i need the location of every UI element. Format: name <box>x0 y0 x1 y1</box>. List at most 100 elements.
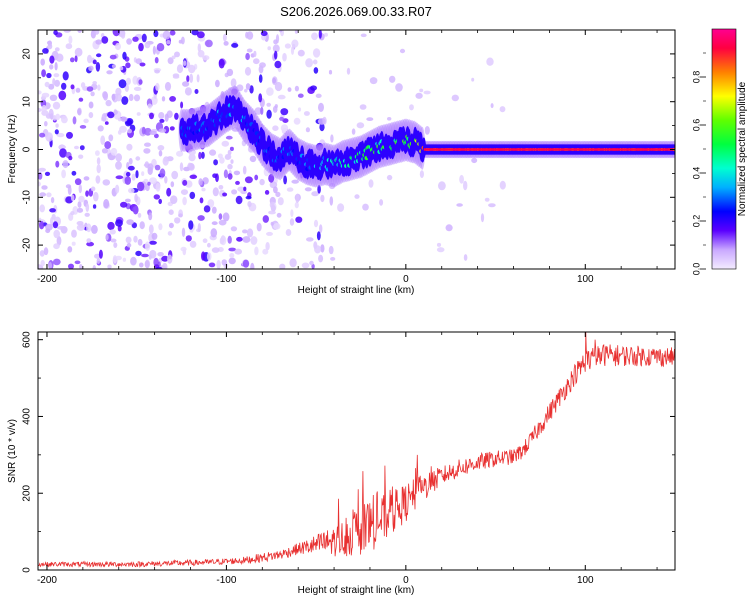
spectrogram-noise-cell <box>105 234 109 241</box>
spectrogram-noise-cell <box>79 264 83 269</box>
spectrogram-noise-cell <box>272 44 280 53</box>
spectrogram-noise-cell <box>145 241 151 251</box>
spectrogram-noise-cell <box>237 186 245 192</box>
spectrogram-noise-cell <box>328 69 333 75</box>
spectrogram-noise-cell <box>218 185 224 190</box>
spectrogram-noise-cell <box>203 205 211 213</box>
spectrogram-noise-cell <box>46 192 52 198</box>
spectrogram-noise-cell <box>274 60 282 69</box>
spectrogram-noise-cell <box>419 88 424 93</box>
spectrogram-noise-cell <box>107 221 115 231</box>
spectrogram-noise-cell <box>53 73 60 78</box>
spectrogram-noise-cell <box>84 212 90 217</box>
spectrogram-noise-cell <box>154 133 159 139</box>
spectrogram-noise-cell <box>234 248 242 255</box>
spectrogram-noise-cell <box>39 204 45 213</box>
spectrogram-noise-cell <box>184 87 192 96</box>
spectrogram-noise-cell <box>70 194 75 201</box>
spectrogram-noise-cell <box>79 145 85 151</box>
spectrogram-noise-cell <box>224 153 232 160</box>
spectrogram-noise-cell <box>273 223 281 230</box>
colorbar-ticks: 0.0 0.2 0.4 0.6 0.8 <box>691 52 706 275</box>
y-tick-label: -10 <box>22 190 33 205</box>
spectrogram-noise-cell <box>159 118 165 123</box>
spectrogram-noise-cell <box>65 184 72 189</box>
spectrogram-noise-cell <box>262 248 269 255</box>
spectrogram-noise-cell <box>111 64 116 69</box>
spectrogram-noise-cell <box>359 104 367 110</box>
spectrogram-noise-cell <box>126 38 132 45</box>
x-tick-label: -200 <box>37 274 57 285</box>
spectrogram-noise-cell <box>270 221 274 226</box>
spectrogram-x-label: Height of straight line (km) <box>298 285 415 296</box>
spectrogram-noise-cell <box>151 232 158 240</box>
spectrogram-noise-cell <box>199 197 204 204</box>
spectrogram-noise-cell <box>68 263 74 269</box>
x-tick-label: 0 <box>403 575 409 586</box>
spectrogram-noise-cell <box>227 235 232 244</box>
spectrogram-noise-cell <box>58 90 67 101</box>
spectrogram-noise-cell <box>143 148 151 154</box>
spectrogram-noise-cell <box>294 30 298 34</box>
spectrogram-noise-cell <box>54 62 58 71</box>
spectrogram-noise-cell <box>172 75 180 79</box>
spectrogram-noise-cell <box>141 126 146 135</box>
spectrogram-noise-cell <box>76 221 84 226</box>
spectrogram-noise-cell <box>254 174 259 181</box>
spectrogram-noise-cell <box>71 229 77 238</box>
spectrogram-noise-cell <box>86 223 92 233</box>
spectrogram-noise-cell <box>149 130 157 135</box>
spectrogram-noise-cell <box>337 203 345 212</box>
spectrogram-noise-cell <box>90 91 95 97</box>
spectrogram-noise-cell <box>295 216 303 223</box>
spectrogram-noise-cell <box>174 51 180 58</box>
spectrogram-noise-cell <box>149 177 157 185</box>
spectrogram-noise-cell <box>244 176 253 184</box>
spectrogram-noise-cell <box>96 157 101 165</box>
spectrogram-noise-cell <box>65 43 73 50</box>
spectrogram-noise-cell <box>273 39 278 45</box>
spectrogram-noise-cell <box>50 197 55 204</box>
spectrogram-noise-cell <box>311 263 315 269</box>
spectrogram-noise-cell <box>258 74 263 83</box>
spectrogram-noise-cell <box>409 104 414 111</box>
spectrogram-noise-cell <box>303 111 310 116</box>
spectrogram-noise-cell <box>137 181 145 192</box>
spectrogram-noise-cell <box>49 64 54 70</box>
spectrogram-noise-cell <box>128 158 133 165</box>
spectrogram-noise-cell <box>101 36 109 44</box>
spectrogram-noise-cell <box>156 43 165 52</box>
spectrogram-noise-cell <box>95 39 102 45</box>
spectrogram-noise-cell <box>279 263 286 269</box>
spectrogram-noise-cell <box>215 79 220 88</box>
spectrogram-noise-cell <box>319 123 325 132</box>
spectrogram-noise-cell <box>45 132 53 142</box>
spectrogram-noise-cell <box>155 266 163 269</box>
spectrogram-noise-cell <box>399 48 406 54</box>
spectrogram-noise-cell <box>164 113 169 122</box>
spectrogram-noise-cell <box>198 178 203 186</box>
spectrogram-noise-cell <box>149 249 157 259</box>
spectrogram-noise-cell <box>324 32 328 37</box>
spectrogram-noise-cell <box>139 262 144 268</box>
spectrogram-noise-cell <box>169 126 175 131</box>
spectrogram-noise-cell <box>135 156 141 161</box>
spectrogram-noise-cell <box>62 160 69 169</box>
spectrogram-noise-cell <box>293 117 301 125</box>
spectrogram-noise-cell <box>164 81 172 91</box>
spectrogram-noise-cell <box>88 101 94 109</box>
spectrogram-noise-cell <box>88 65 94 72</box>
spectrogram-noise-cell <box>41 185 48 190</box>
spectrogram-noise-cell <box>68 155 73 161</box>
spectrogram-noise-cell <box>130 256 137 266</box>
spectrogram-noise-cell <box>480 213 485 223</box>
spectrogram-noise-cell <box>41 104 47 115</box>
spectrogram-noise-cell <box>279 116 285 121</box>
spectrogram-noise-cell <box>74 145 79 150</box>
spectrogram-noise-cell <box>265 242 270 251</box>
spectrogram-noise-cell <box>115 42 121 51</box>
y-tick-label: 0 <box>22 567 33 573</box>
spectrogram-noise-cell <box>250 262 255 269</box>
